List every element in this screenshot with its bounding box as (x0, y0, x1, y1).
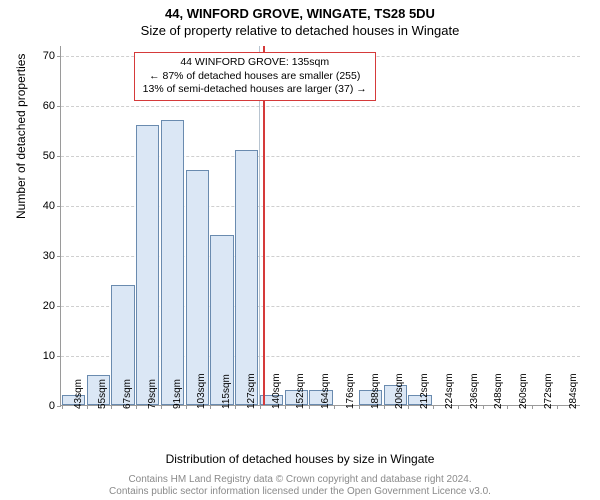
ytick-label: 10 (43, 350, 61, 362)
xtick-label: 164sqm (320, 373, 331, 409)
ytick-label: 40 (43, 200, 61, 212)
xtick-mark (408, 405, 409, 409)
ytick-label: 0 (49, 400, 61, 412)
xtick-label: 224sqm (444, 373, 455, 409)
chart-address-title: 44, WINFORD GROVE, WINGATE, TS28 5DU (0, 0, 600, 21)
xtick-label: 188sqm (370, 373, 381, 409)
xtick-label: 103sqm (196, 373, 207, 409)
xtick-mark (161, 405, 162, 409)
ytick-label: 20 (43, 300, 61, 312)
xtick-mark (235, 405, 236, 409)
xtick-mark (186, 405, 187, 409)
chart-plot-area: 01020304050607043sqm55sqm67sqm79sqm91sqm… (60, 46, 580, 406)
xtick-label: 176sqm (345, 373, 356, 409)
xtick-label: 115sqm (221, 374, 232, 409)
xtick-mark (483, 405, 484, 409)
gridline (61, 106, 580, 107)
histogram-bar (186, 170, 209, 405)
xtick-label: 284sqm (568, 373, 579, 409)
xtick-mark (111, 405, 112, 409)
histogram-bar (136, 125, 159, 405)
xtick-label: 248sqm (493, 373, 504, 409)
xtick-mark (309, 405, 310, 409)
xtick-label: 127sqm (246, 373, 257, 409)
xtick-label: 55sqm (97, 379, 108, 409)
histogram-bar (235, 150, 258, 405)
annotation-line-1: 44 WINFORD GROVE: 135sqm (143, 56, 367, 70)
xtick-label: 212sqm (419, 373, 430, 409)
xtick-mark (136, 405, 137, 409)
x-axis-label: Distribution of detached houses by size … (0, 452, 600, 466)
histogram-bar (161, 120, 184, 405)
xtick-mark (384, 405, 385, 409)
xtick-mark (458, 405, 459, 409)
attribution-text: Contains HM Land Registry data © Crown c… (0, 474, 600, 498)
xtick-label: 43sqm (73, 379, 84, 409)
xtick-mark (87, 405, 88, 409)
xtick-mark (557, 405, 558, 409)
xtick-mark (210, 405, 211, 409)
ytick-label: 50 (43, 150, 61, 162)
xtick-mark (507, 405, 508, 409)
xtick-label: 272sqm (543, 373, 554, 409)
xtick-mark (62, 405, 63, 409)
annotation-line-2: ← 87% of detached houses are smaller (25… (143, 70, 367, 84)
xtick-mark (433, 405, 434, 409)
annotation-line-3: 13% of semi-detached houses are larger (… (143, 83, 367, 97)
annotation-callout: 44 WINFORD GROVE: 135sqm← 87% of detache… (134, 52, 376, 101)
xtick-label: 67sqm (122, 379, 133, 409)
y-axis-label: Number of detached properties (14, 54, 28, 219)
chart-subtitle: Size of property relative to detached ho… (0, 21, 600, 40)
attribution-line-2: Contains public sector information licen… (0, 486, 600, 498)
ytick-label: 70 (43, 50, 61, 62)
xtick-mark (285, 405, 286, 409)
xtick-label: 140sqm (271, 373, 282, 409)
xtick-label: 200sqm (394, 373, 405, 409)
ytick-label: 30 (43, 250, 61, 262)
histogram-plot: 01020304050607043sqm55sqm67sqm79sqm91sqm… (60, 46, 580, 406)
xtick-mark (334, 405, 335, 409)
attribution-line-1: Contains HM Land Registry data © Crown c… (0, 474, 600, 486)
xtick-label: 91sqm (172, 379, 183, 409)
xtick-mark (532, 405, 533, 409)
ytick-label: 60 (43, 100, 61, 112)
xtick-label: 260sqm (518, 373, 529, 409)
xtick-mark (359, 405, 360, 409)
xtick-label: 236sqm (469, 373, 480, 409)
xtick-mark (260, 405, 261, 409)
xtick-label: 79sqm (147, 379, 158, 409)
xtick-label: 152sqm (295, 373, 306, 409)
